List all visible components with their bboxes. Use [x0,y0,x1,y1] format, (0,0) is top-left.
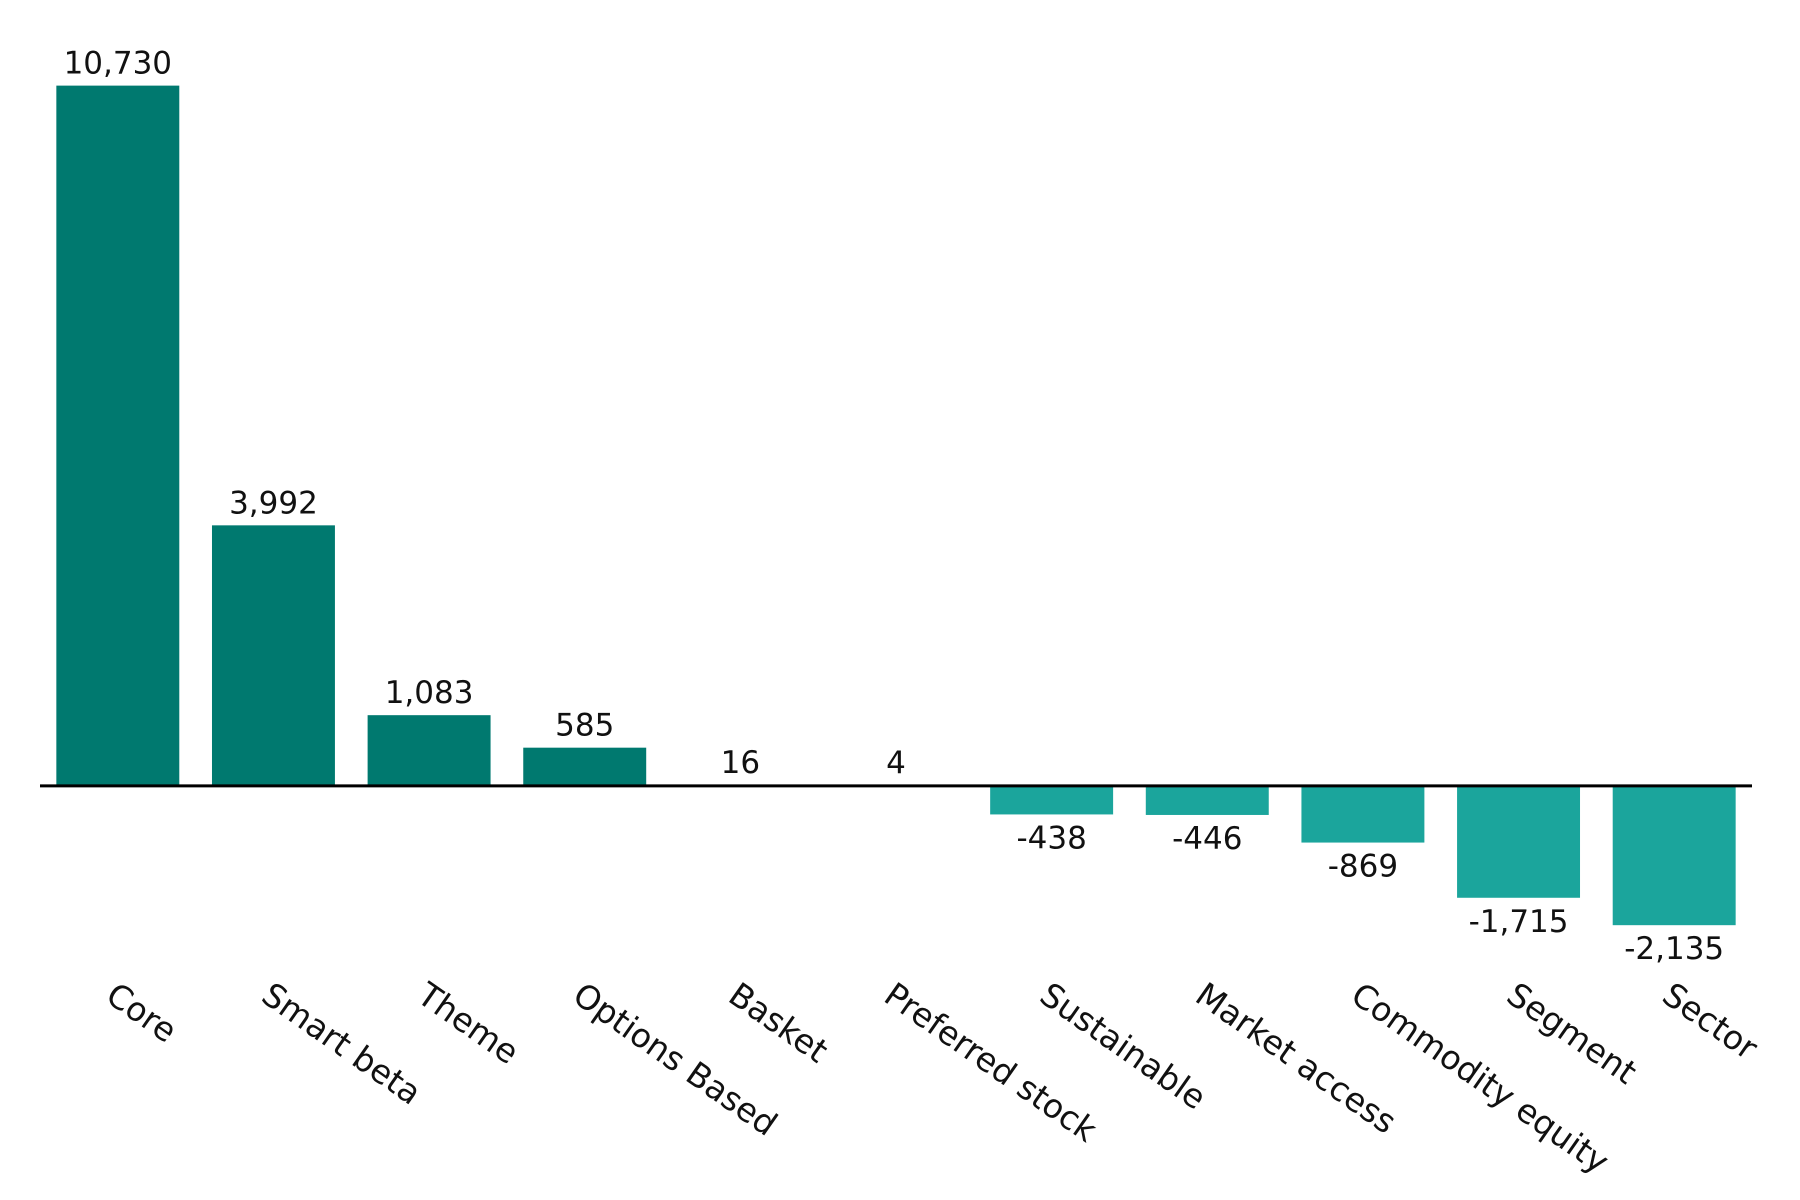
bar [523,747,647,786]
value-label: 10,730 [64,46,172,82]
value-label: 1,083 [385,675,474,711]
value-label: 585 [555,708,614,744]
x-tick-label: Basket [722,975,836,1071]
bar [56,85,180,786]
bar [1145,785,1269,815]
x-tick-label: Theme [410,974,526,1072]
bar [367,715,491,786]
bar [1457,785,1581,898]
value-label: -2,135 [1624,931,1724,967]
bar [1301,785,1425,843]
value-label: -869 [1328,849,1398,885]
x-tick-label: Core [99,975,184,1051]
value-label: 4 [886,746,906,782]
x-tick-label: Segment [1500,975,1644,1092]
x-tick-label: Sector [1656,975,1766,1068]
value-label: -446 [1172,821,1242,857]
value-label: 3,992 [229,485,318,521]
value-label: -438 [1016,820,1086,856]
x-tick-label: Commodity equity [1344,975,1616,1182]
value-label: 16 [721,745,760,781]
value-label: -1,715 [1469,904,1569,940]
bar [1612,785,1736,926]
bar [211,525,335,786]
bar [990,785,1114,815]
x-tick-label: Smart beta [255,975,429,1113]
